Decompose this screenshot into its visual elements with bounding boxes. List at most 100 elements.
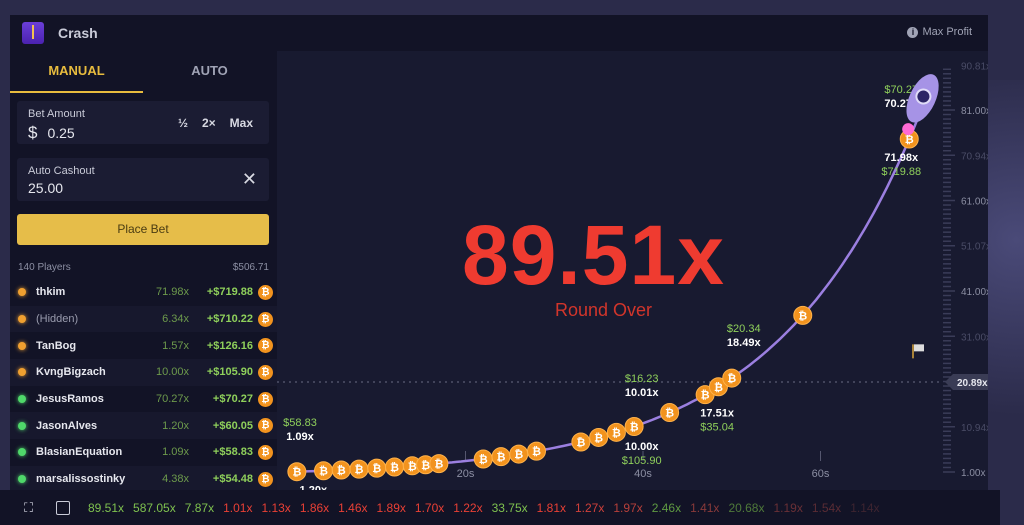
- player-profit: +$60.05: [212, 419, 253, 432]
- history-item[interactable]: 1.27x: [575, 500, 605, 515]
- cashout-multiplier: 18.49x: [727, 337, 762, 349]
- history-item[interactable]: 1.97x: [613, 500, 643, 515]
- status-dot-icon: [18, 395, 26, 404]
- player-multiplier: 4.38x: [162, 473, 189, 486]
- auto-cashout-input[interactable]: 25.00: [28, 180, 64, 196]
- history-item[interactable]: 1.70x: [414, 500, 445, 515]
- coin-symbol: ₿: [372, 463, 381, 475]
- history-list: 89.51x 587.05x 7.87x 1.01x 1.13x 1.86x 1.46x 1.…: [88, 501, 880, 515]
- history-item[interactable]: 1.41x: [690, 500, 720, 515]
- max-profit-button[interactable]: i Max Profit: [907, 26, 972, 38]
- double-button[interactable]: 2×: [201, 116, 216, 130]
- fullscreen-icon[interactable]: ⛶: [24, 499, 34, 515]
- history-item[interactable]: 20.68x: [728, 500, 765, 515]
- player-profit: +$126.16: [206, 339, 253, 352]
- place-bet-button[interactable]: Place Bet: [17, 214, 269, 245]
- tab-manual[interactable]: MANUAL: [10, 51, 143, 93]
- bitcoin-cashout-icon: ₿: [624, 417, 644, 437]
- y-tick-label: 61.00x: [961, 197, 988, 208]
- theater-mode-icon[interactable]: [56, 500, 70, 515]
- coin-symbol: ₿: [337, 465, 346, 477]
- history-item[interactable]: 587.05x: [133, 500, 176, 515]
- history-item[interactable]: 1.86x: [299, 500, 330, 515]
- player-row: JasonAlves 1.20x +$60.05 ₿: [10, 412, 277, 440]
- coin-symbol: ₿: [479, 454, 488, 466]
- history-item[interactable]: 7.87x: [184, 500, 215, 515]
- round-status: Round Over: [555, 300, 653, 320]
- coin-symbol: ₿: [630, 422, 639, 434]
- chart-svg: 1.00x 10.94x 31.00x 41.00x 51.07x 61.00x 70.94…: [277, 62, 988, 490]
- player-list: thkim 71.98x +$719.88 ₿ (Hidden) 6.34x +$710.2…: [10, 279, 277, 493]
- cashout-profit: $16.23: [625, 373, 659, 385]
- coin-symbol: ₿: [665, 408, 674, 420]
- player-row: JesusRamos 70.27x +$70.27 ₿: [10, 386, 277, 413]
- player-profit: +$710.22: [206, 313, 253, 326]
- history-item[interactable]: 89.51x: [88, 500, 125, 515]
- coin-circle: [429, 454, 449, 474]
- player-name: marsalissostinky: [36, 473, 126, 486]
- bitcoin-icon: ₿: [258, 471, 273, 487]
- history-item[interactable]: 1.19x: [773, 500, 803, 515]
- rocket-flame: [902, 123, 915, 136]
- history-item[interactable]: 2.46x: [651, 500, 682, 515]
- player-profit: +$105.90: [206, 366, 253, 379]
- bitcoin-cashout-icon: ₿: [589, 427, 609, 447]
- max-button[interactable]: Max: [229, 116, 253, 130]
- coin-symbol: ₿: [576, 437, 585, 449]
- coin-symbol: ₿: [408, 461, 417, 473]
- clear-icon[interactable]: ✕: [241, 169, 257, 189]
- bet-amount-input[interactable]: 0.25: [47, 125, 75, 141]
- player-profit: +$70.27: [212, 393, 253, 406]
- game-title: Crash: [58, 25, 98, 41]
- y-tick-label: 51.07x: [961, 241, 988, 252]
- y-tick-label: 70.94x: [961, 152, 988, 163]
- coin-symbol: ₿: [594, 432, 603, 444]
- history-item[interactable]: 1.81x: [536, 500, 566, 515]
- current-level-label: 20.89x: [957, 378, 988, 389]
- history-item[interactable]: 1.13x: [261, 500, 291, 515]
- history-bar: ⛶ 89.51x 587.05x 7.87x 1.01x 1.13x 1.86x 1.46x…: [0, 490, 1000, 525]
- player-name: BlasianEquation: [36, 446, 123, 459]
- player-name: JasonAlves: [36, 419, 98, 432]
- coin-symbol: ₿: [497, 452, 506, 464]
- cashout-profit: $70.27: [884, 84, 918, 96]
- player-count: 140 Players: [18, 262, 71, 273]
- bitcoin-cashout-icon: ₿: [527, 441, 546, 461]
- player-multiplier: 1.57x: [162, 339, 189, 352]
- bitcoin-icon: ₿: [258, 391, 273, 407]
- cashout-profit: $35.04: [700, 422, 734, 434]
- coin-symbol: ₿: [421, 460, 430, 472]
- info-icon: i: [907, 26, 919, 38]
- bitcoin-cashout-icon: ₿: [349, 459, 369, 479]
- history-item[interactable]: 1.01x: [223, 500, 253, 515]
- history-item[interactable]: 1.22x: [453, 500, 483, 515]
- y-tick-label: 1.00x: [961, 468, 985, 479]
- player-multiplier: 6.34x: [162, 313, 189, 326]
- bitcoin-cashout-icon: ₿: [722, 368, 742, 388]
- half-button[interactable]: ½: [177, 116, 188, 130]
- coin-circle: [722, 368, 742, 388]
- status-dot-icon: [18, 448, 26, 457]
- crash-logo-icon: [22, 22, 44, 44]
- bitcoin-cashout-icon: ₿: [429, 454, 449, 474]
- bet-amount-field[interactable]: Bet Amount $0.25 ½ 2× Max: [17, 101, 269, 144]
- total-bet: $506.71: [232, 262, 269, 273]
- coin-symbol: ₿: [532, 446, 541, 458]
- player-profit: +$54.48: [212, 473, 253, 486]
- cashout-multiplier: 10.00x: [625, 441, 660, 453]
- auto-cashout-label: Auto Cashout: [28, 165, 95, 177]
- history-item[interactable]: 1.46x: [338, 500, 368, 515]
- tab-auto[interactable]: AUTO: [191, 63, 228, 78]
- bet-panel: MANUAL AUTO Bet Amount $0.25 ½ 2× Max Au…: [10, 51, 277, 493]
- current-level-badge: [945, 373, 988, 390]
- header: Crash i Max Profit: [10, 15, 988, 51]
- history-item[interactable]: 1.14x: [850, 500, 880, 515]
- cashout-multiplier: 1.20x: [300, 485, 328, 490]
- history-item[interactable]: 1.89x: [376, 500, 406, 515]
- history-item[interactable]: 33.75x: [491, 500, 528, 515]
- max-profit-label: Max Profit: [922, 26, 972, 38]
- history-item[interactable]: 1.54x: [811, 500, 842, 515]
- player-name: TanBog: [36, 339, 77, 352]
- coin-symbol: ₿: [612, 427, 621, 439]
- auto-cashout-field[interactable]: Auto Cashout 25.00 ✕: [17, 158, 269, 201]
